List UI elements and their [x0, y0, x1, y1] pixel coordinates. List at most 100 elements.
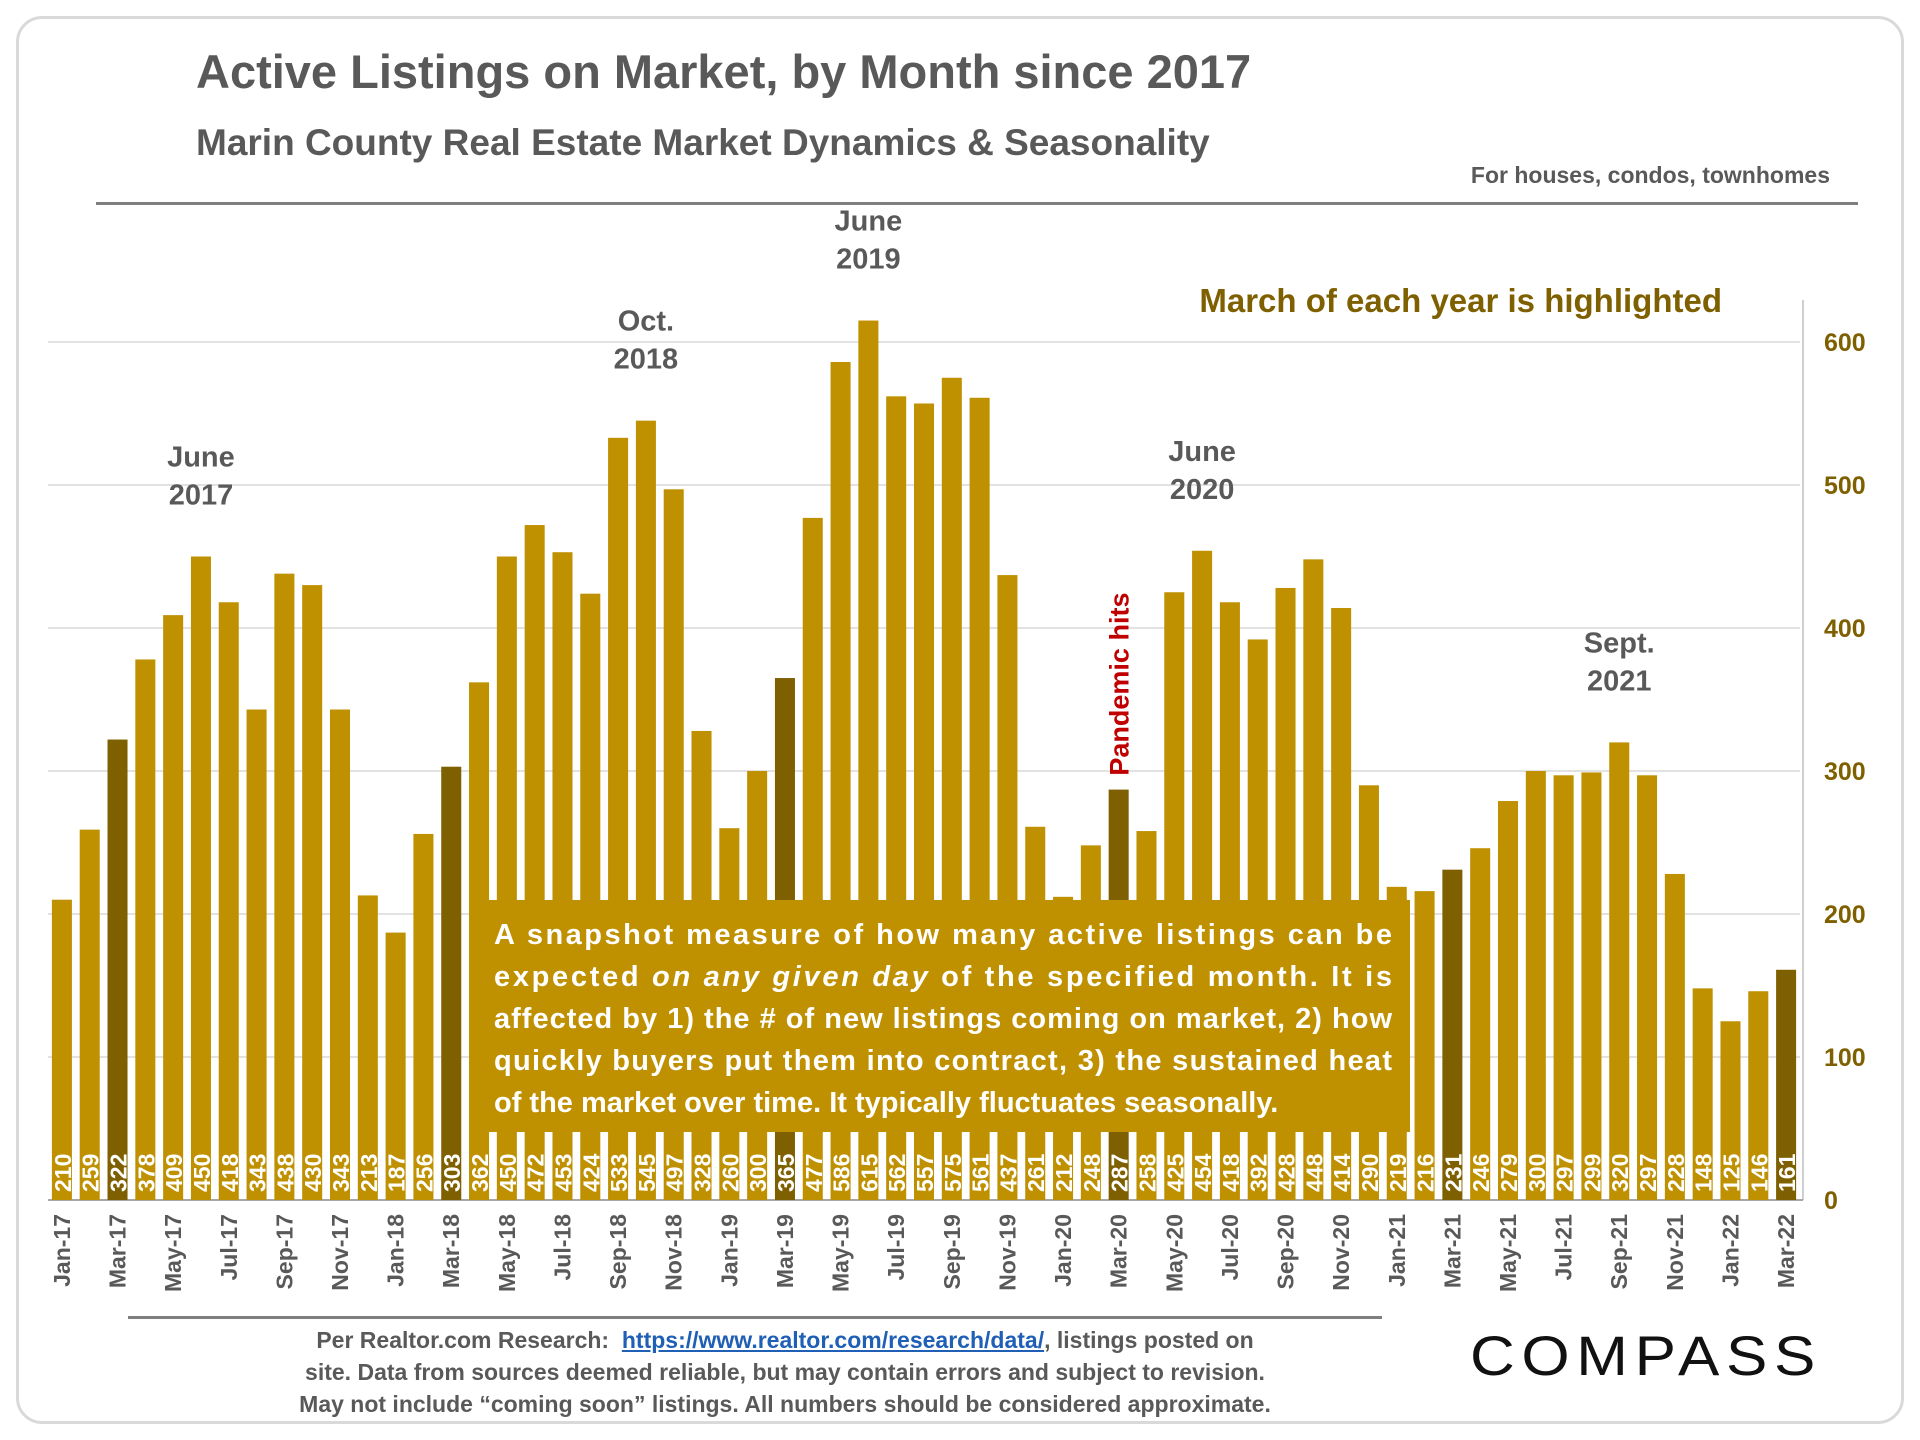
bar-Feb-21 [1414, 891, 1435, 1200]
value-label: 303 [439, 1154, 465, 1192]
value-label: 320 [1607, 1154, 1633, 1192]
bar-Apr-21 [1470, 848, 1491, 1200]
callout-line: A snapshot measure of how many active li… [494, 919, 1392, 951]
bar-Jan-17 [51, 899, 72, 1200]
x-tick-label: Mar-22 [1773, 1214, 1799, 1288]
bar-Jan-18 [385, 932, 406, 1200]
y-tick-label: 200 [1824, 901, 1866, 929]
x-tick-label: Jan-21 [1384, 1214, 1410, 1287]
value-label: 259 [78, 1154, 104, 1192]
value-label: 219 [1385, 1154, 1411, 1192]
value-label: 261 [1023, 1153, 1049, 1192]
chart-title: Active Listings on Market, by Month sinc… [196, 45, 1252, 98]
value-label: 586 [829, 1154, 855, 1192]
bar-Sep-21 [1609, 742, 1630, 1200]
value-label: 299 [1579, 1154, 1605, 1192]
source-lead: Per Realtor.com Research: [316, 1327, 610, 1353]
bar-Jul-21 [1553, 775, 1574, 1200]
peak-annotation: 2017 [169, 480, 234, 512]
peak-annotation: 2018 [614, 344, 679, 376]
header-divider [96, 202, 1858, 205]
source-line-1-tail: , listings posted on [1044, 1327, 1254, 1353]
bar-Oct-21 [1637, 775, 1658, 1200]
x-tick-label: Jul-20 [1217, 1214, 1243, 1280]
bar-Feb-18 [413, 833, 434, 1200]
x-tick-label: Sep-17 [271, 1214, 297, 1289]
x-tick-label: May-21 [1495, 1214, 1521, 1292]
x-tick-label: Mar-17 [105, 1214, 131, 1288]
bar-Dec-21 [1692, 988, 1713, 1200]
bar-May-21 [1497, 801, 1519, 1200]
value-label: 258 [1134, 1153, 1160, 1192]
value-label: 248 [1079, 1153, 1105, 1192]
x-tick-label: May-18 [494, 1214, 520, 1292]
x-tick-label: Jul-17 [216, 1214, 242, 1280]
bar-Nov-21 [1664, 873, 1685, 1200]
peak-annotation: 2019 [836, 244, 901, 276]
value-label: 450 [495, 1154, 521, 1192]
x-tick-label: Nov-20 [1328, 1214, 1354, 1291]
value-label: 290 [1357, 1154, 1383, 1192]
value-label: 187 [384, 1154, 410, 1192]
x-tick-label: Sep-18 [605, 1214, 631, 1290]
logo-text: COMPASS [1470, 1324, 1822, 1387]
value-label: 425 [1162, 1153, 1188, 1192]
bar-Jan-22 [1720, 1021, 1741, 1200]
value-label: 210 [50, 1154, 76, 1192]
value-label: 409 [161, 1154, 187, 1192]
compass-logo: COMPASS [1470, 1324, 1822, 1387]
value-label: 615 [856, 1153, 882, 1192]
x-tick-label: May-17 [160, 1214, 186, 1292]
value-label: 148 [1691, 1153, 1717, 1192]
value-label: 213 [356, 1154, 382, 1192]
value-label: 414 [1329, 1153, 1355, 1192]
x-tick-label: Mar-20 [1106, 1214, 1132, 1288]
x-tick-label: Nov-19 [994, 1214, 1020, 1291]
y-tick-label: 300 [1824, 758, 1866, 786]
bar-Jun-17 [190, 556, 211, 1200]
value-label: 300 [1524, 1154, 1550, 1192]
value-label: 260 [717, 1154, 743, 1192]
source-note: Per Realtor.com Research: https://www.re… [250, 1324, 1320, 1420]
value-label: 228 [1663, 1153, 1689, 1192]
value-label: 246 [1468, 1154, 1494, 1192]
value-label: 343 [245, 1154, 271, 1192]
value-label: 297 [1635, 1154, 1661, 1192]
callout-line: quickly buyers put them into contract, 3… [494, 1045, 1392, 1077]
bar-Mar-17 [107, 739, 128, 1200]
value-label: 424 [578, 1153, 604, 1192]
value-label: 477 [801, 1154, 827, 1192]
bar-Nov-17 [329, 709, 351, 1200]
value-label: 472 [523, 1154, 549, 1192]
value-label: 378 [133, 1153, 159, 1192]
value-label: 437 [995, 1154, 1021, 1192]
bar-Dec-17 [357, 895, 378, 1200]
value-label: 322 [106, 1154, 132, 1192]
source-line-2: site. Data from sources deemed reliable,… [305, 1359, 1265, 1385]
value-label: 438 [272, 1153, 298, 1192]
x-tick-label: May-20 [1161, 1214, 1187, 1292]
source-link[interactable]: https://www.realtor.com/research/data/ [621, 1327, 1045, 1353]
value-label: 161 [1774, 1153, 1800, 1192]
peak-annotation: June [167, 442, 235, 474]
bar-Oct-17 [302, 585, 323, 1200]
value-label: 450 [189, 1154, 215, 1192]
value-label: 575 [940, 1153, 966, 1192]
value-label: 533 [606, 1154, 632, 1192]
footer-divider [128, 1316, 1382, 1319]
value-label: 300 [745, 1154, 771, 1192]
source-line-3: May not include “coming soon” listings. … [299, 1391, 1271, 1417]
value-label: 343 [328, 1154, 354, 1192]
value-label: 216 [1413, 1154, 1439, 1192]
value-label: 212 [1051, 1154, 1077, 1192]
peak-annotation: June [835, 206, 903, 238]
value-label: 418 [1218, 1153, 1244, 1192]
callout-box [478, 900, 1410, 1132]
x-tick-label: Jan-18 [383, 1214, 409, 1287]
callout-line: of the market over time. It typically fl… [494, 1087, 1278, 1119]
value-label: 430 [300, 1154, 326, 1192]
value-label: 392 [1246, 1154, 1272, 1192]
x-tick-label: Sep-19 [939, 1214, 965, 1289]
value-label: 125 [1718, 1153, 1744, 1192]
